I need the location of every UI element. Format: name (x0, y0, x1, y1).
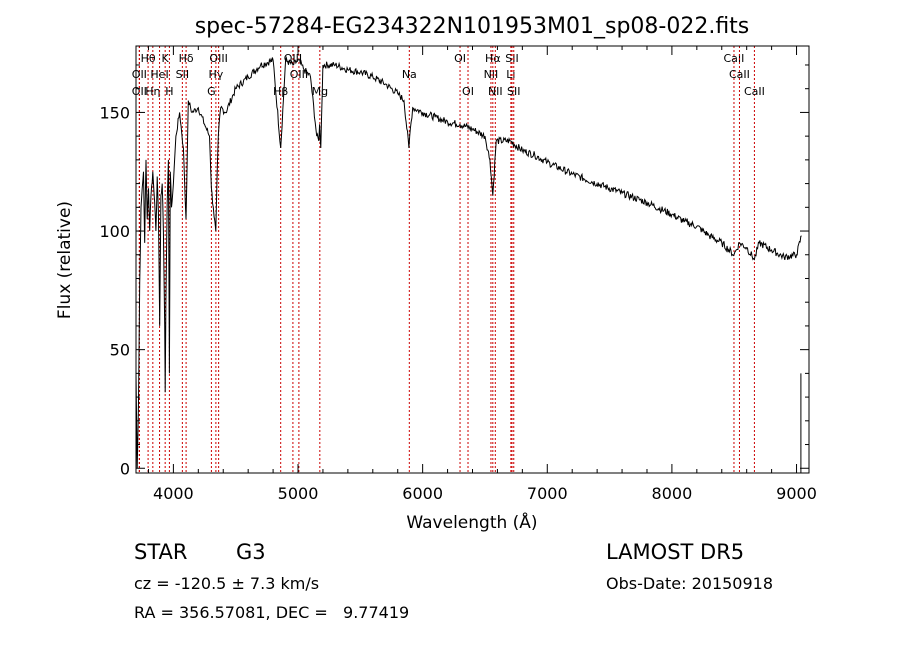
spectral-line-markers: OIIHθOIIHηHeIKHSIIHδGHγOIIIHβOIIIOIIIMgN… (132, 46, 765, 473)
spectrum-series (135, 55, 802, 473)
line-label: Hα (485, 52, 501, 65)
spectrum-line (135, 55, 802, 469)
y-axis-label: Flux (relative) (55, 201, 75, 319)
line-label: Hη (145, 85, 160, 98)
y-axis: 0 50 100 150 (99, 64, 809, 478)
line-label: SII (505, 52, 518, 65)
line-label: OI (462, 85, 474, 98)
line-label: CaII (729, 68, 750, 81)
y-tick-label: 150 (99, 103, 130, 122)
y-tick-label: 0 (120, 459, 130, 478)
class-label: STAR (134, 540, 188, 564)
x-axis: 4000 5000 6000 7000 8000 9000 (147, 46, 817, 503)
line-label: G (207, 85, 216, 98)
plot-frame (135, 45, 810, 474)
y-tick-label: 50 (110, 341, 130, 360)
line-label: OI (454, 52, 466, 65)
line-label: HeI (150, 68, 168, 81)
survey-label: LAMOST DR5 (606, 540, 745, 564)
x-tick-label: 6000 (402, 484, 443, 503)
line-label: Hγ (208, 68, 223, 81)
x-tick-label: 9000 (776, 484, 817, 503)
x-tick-label: 8000 (652, 484, 693, 503)
line-label: NII (484, 68, 499, 81)
coordinates-label: RA = 356.57081, DEC = 9.77419 (134, 603, 410, 622)
x-tick-label: 4000 (153, 484, 194, 503)
line-label: OIII (209, 52, 227, 65)
line-label: SII (507, 85, 520, 98)
obs-date-label: Obs-Date: 20150918 (606, 574, 774, 593)
y-tick-label: 100 (99, 222, 130, 241)
chart-title: spec-57284-EG234322N101953M01_sp08-022.f… (195, 14, 750, 39)
x-tick-label: 7000 (527, 484, 568, 503)
line-label: Hδ (179, 52, 194, 65)
line-label: Li (506, 68, 515, 81)
x-axis-label: Wavelength (Å) (406, 511, 537, 533)
line-label: CaII (724, 52, 745, 65)
line-label: OIII (290, 68, 308, 81)
line-label: OIII (284, 52, 302, 65)
subclass-label: G3 (236, 540, 266, 564)
x-tick-label: 5000 (278, 484, 319, 503)
line-label: CaII (744, 85, 765, 98)
line-label: OII (132, 68, 147, 81)
line-label: K (162, 52, 170, 65)
line-label: Na (402, 68, 417, 81)
line-label: H (165, 85, 173, 98)
line-label: Hθ (141, 52, 156, 65)
line-label: Mg (312, 85, 328, 98)
line-label: NII (488, 85, 503, 98)
line-label: SII (176, 68, 189, 81)
redshift-label: cz = -120.5 ± 7.3 km/s (134, 574, 320, 593)
